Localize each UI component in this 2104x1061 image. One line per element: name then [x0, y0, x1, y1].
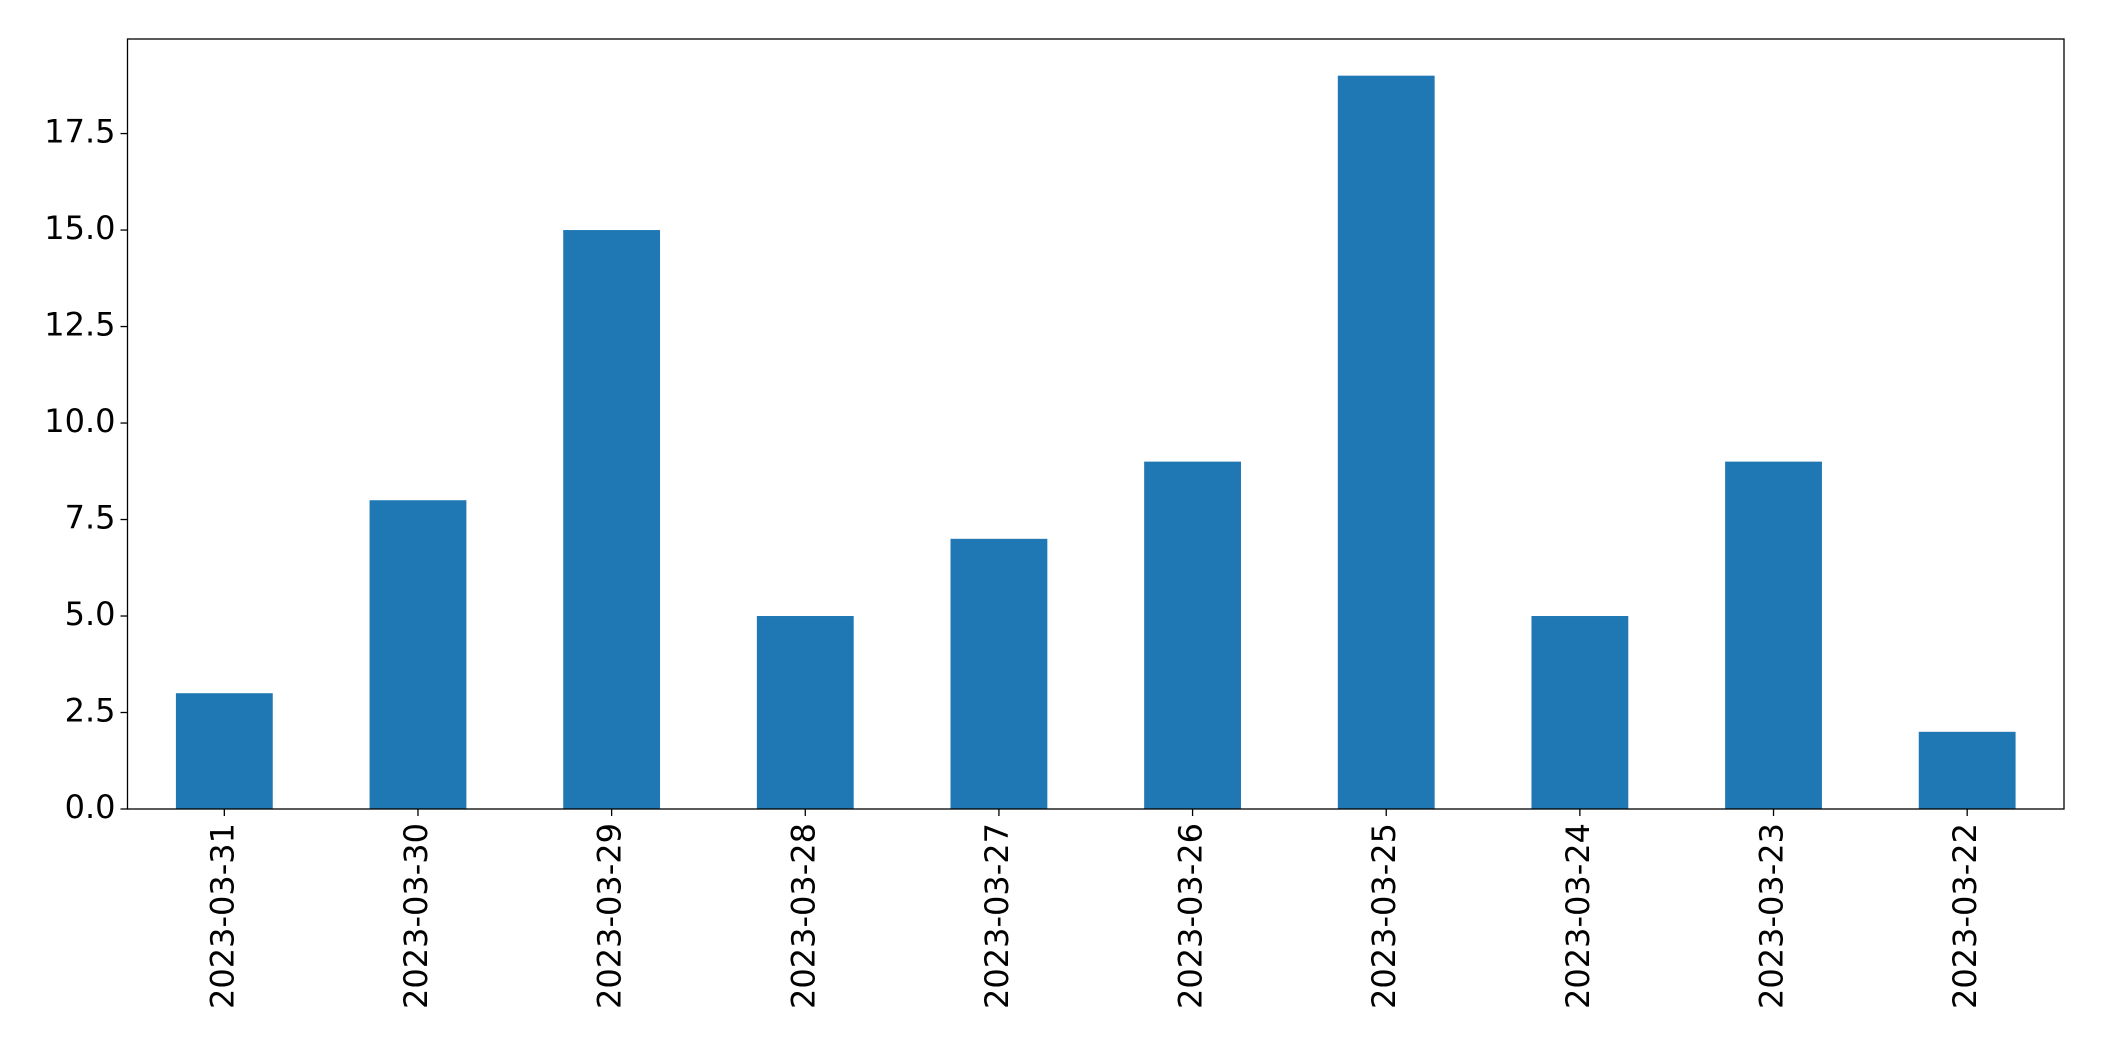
bar: [175, 693, 273, 809]
y-tick-label: 0.0: [65, 788, 116, 826]
x-tick-label: 2023-03-24: [1559, 823, 1597, 1009]
bar: [1337, 75, 1435, 809]
x-tick-label: 2023-03-28: [784, 823, 822, 1009]
y-tick-label: 2.5: [65, 692, 116, 730]
plot-frame: [126, 38, 2065, 810]
x-tick-label: 2023-03-23: [1753, 823, 1791, 1009]
x-tick-label: 2023-03-30: [397, 823, 435, 1009]
y-tick-label: 7.5: [65, 499, 116, 537]
bar: [756, 616, 854, 809]
x-tick-label: 2023-03-26: [1172, 823, 1210, 1009]
bar: [1531, 616, 1629, 809]
y-tick-label: 17.5: [44, 113, 115, 151]
y-tick-label: 15.0: [44, 209, 115, 247]
bar: [1725, 461, 1822, 809]
bar: [1918, 731, 2016, 809]
x-tick-label: 2023-03-29: [591, 823, 629, 1009]
y-tick-label: 5.0: [65, 595, 116, 633]
x-tick-label: 2023-03-31: [203, 823, 241, 1009]
bar: [1144, 461, 1241, 809]
x-tick-label: 2023-03-22: [1946, 823, 1984, 1009]
bar: [563, 230, 661, 810]
bar: [369, 500, 467, 809]
x-tick-label: 2023-03-25: [1365, 823, 1403, 1009]
y-tick-label: 12.5: [44, 306, 115, 344]
y-tick-label: 10.0: [44, 402, 115, 440]
x-tick-label: 2023-03-27: [978, 823, 1016, 1009]
bar: [950, 538, 1048, 809]
